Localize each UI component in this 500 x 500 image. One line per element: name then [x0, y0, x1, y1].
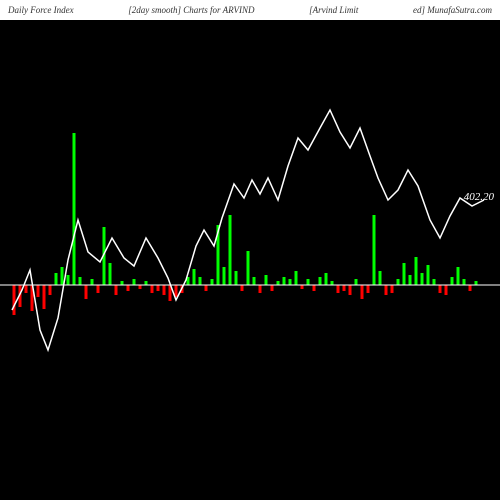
force-bar [229, 215, 232, 285]
force-bar [385, 285, 388, 295]
force-bar [157, 285, 160, 291]
force-bar [43, 285, 46, 309]
header-title-left: Daily Force Index [8, 5, 74, 15]
force-bar [343, 285, 346, 291]
force-bar [457, 267, 460, 285]
force-bar [397, 279, 400, 285]
force-bar [277, 281, 280, 285]
force-bar [133, 279, 136, 285]
force-bar [391, 285, 394, 293]
force-bar [355, 279, 358, 285]
force-bar [433, 279, 436, 285]
force-bar [325, 273, 328, 285]
force-bar [115, 285, 118, 295]
force-bar [193, 269, 196, 285]
force-bar [463, 279, 466, 285]
force-bar [379, 271, 382, 285]
force-bar [85, 285, 88, 299]
force-bar [223, 267, 226, 285]
force-bar [13, 285, 16, 315]
force-bar [211, 279, 214, 285]
force-bar [439, 285, 442, 293]
chart-container: Daily Force Index [2day smooth] Charts f… [0, 0, 500, 500]
force-bar [445, 285, 448, 295]
force-bar [61, 267, 64, 285]
force-bar [97, 285, 100, 293]
force-bar [301, 285, 304, 289]
header-title-mid: [2day smooth] Charts for ARVIND [128, 5, 254, 15]
force-bar [271, 285, 274, 291]
force-bar [145, 281, 148, 285]
force-bar [409, 275, 412, 285]
force-bar [151, 285, 154, 293]
header-title-mid2: [Arvind Limit [309, 5, 358, 15]
force-bar [361, 285, 364, 299]
force-bar [25, 285, 28, 293]
force-bar [469, 285, 472, 291]
force-bar [415, 257, 418, 285]
force-bar [37, 285, 40, 297]
force-bar [319, 277, 322, 285]
chart-header: Daily Force Index [2day smooth] Charts f… [0, 0, 500, 20]
force-bar [421, 273, 424, 285]
force-bar [373, 215, 376, 285]
force-bar [307, 279, 310, 285]
force-bar [403, 263, 406, 285]
force-bar [349, 285, 352, 295]
force-bar [313, 285, 316, 291]
chart-svg [0, 20, 500, 500]
force-bar [253, 277, 256, 285]
force-bar [49, 285, 52, 295]
force-bar [295, 271, 298, 285]
force-bar [55, 273, 58, 285]
force-bar [451, 277, 454, 285]
force-bar [475, 281, 478, 285]
force-bar [139, 285, 142, 289]
force-bar [163, 285, 166, 295]
force-bar [121, 281, 124, 285]
force-bar [91, 279, 94, 285]
force-bar [127, 285, 130, 291]
force-bar [283, 277, 286, 285]
force-bar [199, 277, 202, 285]
force-bar [247, 251, 250, 285]
header-title-right: ed] MunafaSutra.com [413, 5, 492, 15]
force-bar [331, 281, 334, 285]
force-bar [67, 275, 70, 285]
force-bar [79, 277, 82, 285]
force-bar [241, 285, 244, 291]
force-bar [259, 285, 262, 293]
force-bar [289, 279, 292, 285]
price-last-label: 402.20 [464, 191, 494, 203]
force-bar [337, 285, 340, 293]
force-bar [367, 285, 370, 293]
force-bar [109, 263, 112, 285]
force-bar [205, 285, 208, 291]
chart-plot-area: 402.20 [0, 20, 500, 500]
force-bar [265, 275, 268, 285]
price-line [12, 110, 484, 350]
force-bar [427, 265, 430, 285]
force-bar [73, 133, 76, 285]
force-bar [235, 271, 238, 285]
